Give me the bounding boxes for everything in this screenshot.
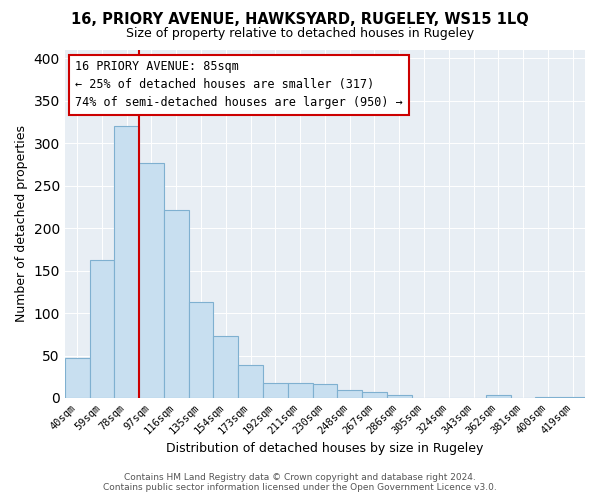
Bar (164, 210, 188, 398)
Bar (238, 365, 263, 398)
Bar (362, 392, 387, 398)
Text: 16 PRIORY AVENUE: 85sqm
← 25% of detached houses are smaller (317)
74% of semi-d: 16 PRIORY AVENUE: 85sqm ← 25% of detache… (75, 60, 403, 110)
Text: Contains HM Land Registry data © Crown copyright and database right 2024.
Contai: Contains HM Land Registry data © Crown c… (103, 473, 497, 492)
Text: Size of property relative to detached houses in Rugeley: Size of property relative to detached ho… (126, 28, 474, 40)
Bar (139, 163, 164, 398)
Y-axis label: Number of detached properties: Number of detached properties (15, 126, 28, 322)
Bar (188, 302, 214, 398)
Bar (115, 126, 139, 398)
Bar (337, 390, 362, 398)
Bar (89, 260, 115, 398)
X-axis label: Distribution of detached houses by size in Rugeley: Distribution of detached houses by size … (166, 442, 484, 455)
Bar (214, 336, 238, 398)
Bar (263, 382, 288, 398)
Bar (313, 384, 337, 398)
Bar (387, 396, 412, 398)
Bar (65, 358, 89, 398)
Bar (560, 397, 585, 398)
Bar (535, 397, 560, 398)
Text: 16, PRIORY AVENUE, HAWKSYARD, RUGELEY, WS15 1LQ: 16, PRIORY AVENUE, HAWKSYARD, RUGELEY, W… (71, 12, 529, 28)
Bar (486, 396, 511, 398)
Bar (288, 382, 313, 398)
